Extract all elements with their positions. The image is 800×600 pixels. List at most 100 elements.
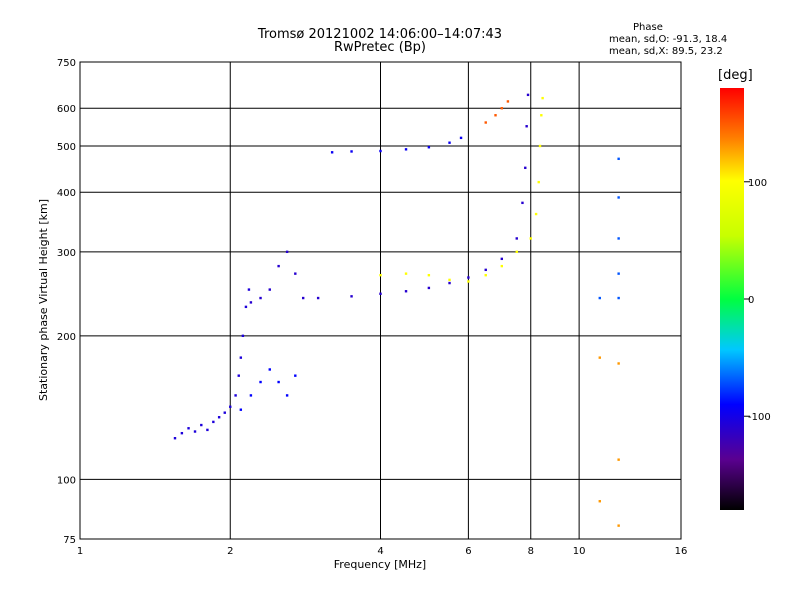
- data-point: [268, 288, 271, 291]
- data-point: [241, 334, 245, 338]
- data-point: [617, 524, 620, 527]
- y-axis-label: Stationary phase Virtual Height [km]: [37, 199, 50, 401]
- data-point: [541, 96, 544, 100]
- y-tick-label: 750: [57, 58, 76, 69]
- data-point: [467, 276, 470, 279]
- y-tick-label: 400: [57, 188, 76, 199]
- colorbar-unit: [deg]: [718, 68, 753, 83]
- data-point: [404, 148, 408, 151]
- data-point: [173, 437, 177, 440]
- data-point: [540, 114, 543, 117]
- data-point: [537, 180, 540, 184]
- data-point: [244, 305, 248, 309]
- data-point: [206, 428, 209, 432]
- x-tick-label: 1: [77, 546, 83, 557]
- data-point: [448, 278, 451, 282]
- data-point: [467, 280, 470, 283]
- data-point: [526, 93, 530, 97]
- data-point: [617, 157, 620, 161]
- data-point: [180, 431, 184, 435]
- data-point: [484, 273, 487, 277]
- chart-title: Tromsø 20121002 14:06:00–14:07:43: [257, 27, 503, 42]
- x-tick-label: 2: [227, 546, 233, 557]
- phase-label: Phase: [633, 22, 663, 33]
- data-point: [350, 150, 353, 153]
- data-point: [500, 264, 504, 268]
- y-tick-label: 300: [57, 248, 76, 259]
- x-axis-ticks: 1 2 4 6 8 10 16: [77, 546, 688, 557]
- data-point: [404, 272, 408, 275]
- x-tick-label: 16: [675, 546, 688, 557]
- data-point: [268, 368, 271, 371]
- data-point: [217, 416, 221, 419]
- data-point: [277, 380, 280, 384]
- data-point: [249, 301, 253, 304]
- data-point: [379, 149, 382, 153]
- data-point: [427, 286, 431, 290]
- data-point: [285, 394, 289, 397]
- data-point: [200, 423, 203, 427]
- colorbar-tick-label: -100: [748, 412, 771, 423]
- data-point: [193, 430, 197, 433]
- data-point: [617, 237, 620, 240]
- data-point: [598, 500, 601, 503]
- data-point: [521, 201, 524, 205]
- data-point: [515, 250, 518, 254]
- data-point: [259, 296, 262, 300]
- data-point: [330, 151, 334, 154]
- data-point: [212, 420, 215, 424]
- colorbar-ticks: 100 0 -100: [744, 178, 771, 423]
- x-tick-label: 10: [573, 546, 586, 557]
- data-point: [448, 141, 451, 144]
- data-point: [538, 144, 542, 148]
- data-point: [427, 273, 431, 277]
- y-tick-label: 75: [63, 535, 76, 546]
- data-point: [229, 405, 232, 408]
- plot-frame: [79, 61, 682, 540]
- data-point: [379, 273, 382, 277]
- data-point: [500, 107, 504, 110]
- y-tick-label: 100: [57, 475, 76, 486]
- data-point: [249, 394, 253, 397]
- y-tick-label: 600: [57, 104, 76, 115]
- data-point: [617, 458, 620, 461]
- data-point: [187, 427, 190, 430]
- data-point: [515, 237, 518, 240]
- data-point: [285, 250, 289, 254]
- y-axis-ticks: 75 100 200 300 400 500 600 750: [57, 58, 76, 546]
- data-point: [239, 356, 243, 359]
- data-point: [484, 121, 487, 124]
- data-point: [506, 100, 510, 103]
- x-tick-label: 6: [465, 546, 471, 557]
- data-point: [448, 281, 451, 285]
- data-point: [617, 296, 620, 300]
- phase-stats-x: mean, sd,X: 89.5, 23.2: [609, 46, 723, 57]
- y-tick-label: 500: [57, 142, 76, 153]
- colorbar: [720, 88, 744, 510]
- data-point: [500, 257, 504, 261]
- data-point: [239, 408, 243, 411]
- data-point: [598, 296, 601, 300]
- colorbar-tick-label: 0: [748, 295, 754, 306]
- data-point: [301, 296, 305, 300]
- x-tick-label: 8: [528, 546, 534, 557]
- x-axis-label: Frequency [MHz]: [334, 558, 426, 571]
- colorbar-tick-label: 100: [748, 178, 767, 189]
- data-point: [484, 268, 487, 272]
- data-point: [223, 411, 226, 414]
- chart-subtitle: RwPretec (Bp): [333, 40, 427, 55]
- data-point: [350, 295, 353, 298]
- data-point: [459, 136, 463, 140]
- data-point: [234, 394, 237, 397]
- data-point: [617, 196, 620, 199]
- data-point: [237, 374, 240, 377]
- data-point: [404, 290, 408, 293]
- data-point: [277, 264, 280, 268]
- data-point: [524, 166, 527, 170]
- data-point: [294, 374, 297, 377]
- x-tick-label: 4: [377, 546, 383, 557]
- data-point: [617, 362, 620, 365]
- data-point: [379, 292, 382, 295]
- data-point: [427, 146, 431, 149]
